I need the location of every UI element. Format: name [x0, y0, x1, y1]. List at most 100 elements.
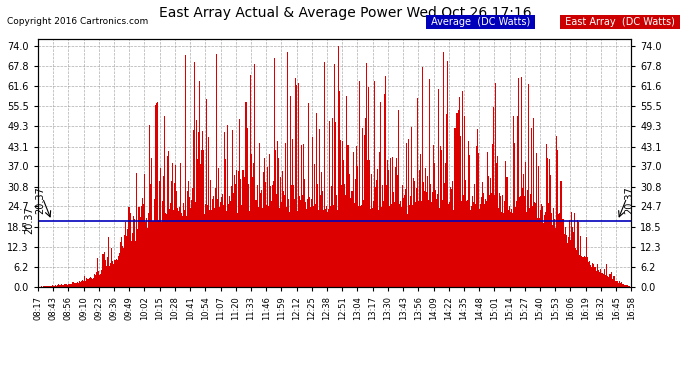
Bar — [207, 205, 208, 287]
Bar — [524, 196, 525, 287]
Bar — [46, 286, 48, 287]
Bar — [388, 170, 389, 287]
Bar — [465, 180, 466, 287]
Bar — [43, 286, 44, 287]
Bar — [123, 249, 124, 287]
Bar — [594, 267, 595, 287]
Bar — [294, 199, 295, 287]
Bar — [257, 185, 258, 287]
Bar — [134, 219, 135, 287]
Bar — [395, 167, 396, 287]
Bar — [513, 116, 514, 287]
Bar — [164, 116, 166, 287]
Bar — [366, 63, 367, 287]
Bar — [473, 202, 474, 287]
Bar — [102, 254, 103, 287]
Bar — [342, 141, 343, 287]
Bar — [535, 153, 537, 287]
Bar — [560, 181, 562, 287]
Bar — [550, 175, 551, 287]
Bar — [534, 202, 535, 287]
Bar — [68, 284, 69, 287]
Bar — [183, 203, 184, 287]
Bar — [431, 202, 432, 287]
Bar — [282, 171, 283, 287]
Bar — [61, 284, 62, 287]
Bar — [118, 256, 119, 287]
Bar — [96, 272, 97, 287]
Bar — [188, 181, 189, 287]
Bar — [91, 278, 92, 287]
Bar — [413, 178, 414, 287]
Bar — [358, 206, 359, 287]
Bar — [232, 130, 233, 287]
Bar — [258, 207, 259, 287]
Bar — [318, 210, 319, 287]
Bar — [86, 278, 87, 287]
Bar — [368, 87, 369, 287]
Bar — [574, 213, 575, 287]
Bar — [255, 200, 257, 287]
Bar — [628, 286, 629, 287]
Bar — [70, 284, 71, 287]
Bar — [350, 209, 351, 287]
Bar — [179, 207, 180, 287]
Bar — [273, 181, 274, 287]
Bar — [353, 152, 355, 287]
Bar — [418, 201, 419, 287]
Bar — [339, 140, 341, 287]
Bar — [402, 185, 403, 287]
Bar — [142, 198, 144, 287]
Bar — [487, 152, 489, 287]
Bar — [610, 274, 611, 287]
Bar — [323, 210, 324, 287]
Bar — [512, 213, 513, 287]
Bar — [326, 212, 328, 287]
Bar — [205, 204, 206, 287]
Bar — [241, 174, 243, 287]
Bar — [599, 272, 600, 287]
Bar — [180, 163, 181, 287]
Bar — [448, 202, 450, 287]
Bar — [276, 194, 277, 287]
Bar — [591, 267, 592, 287]
Bar — [507, 177, 508, 287]
Bar — [63, 285, 64, 287]
Bar — [202, 131, 203, 287]
Bar — [390, 158, 391, 287]
Bar — [57, 285, 58, 287]
Bar — [253, 163, 255, 287]
Bar — [580, 236, 582, 287]
Bar — [121, 246, 123, 287]
Bar — [494, 195, 495, 287]
Bar — [509, 206, 510, 287]
Bar — [65, 284, 66, 287]
Bar — [187, 190, 188, 287]
Bar — [609, 274, 610, 287]
Bar — [266, 204, 267, 287]
Bar — [309, 197, 310, 287]
Bar — [144, 174, 146, 287]
Bar — [300, 200, 301, 287]
Bar — [328, 122, 330, 287]
Bar — [125, 222, 126, 287]
Bar — [48, 286, 50, 287]
Bar — [112, 264, 114, 287]
Bar — [201, 150, 202, 287]
Bar — [585, 257, 586, 287]
Bar — [426, 176, 428, 287]
Bar — [386, 185, 387, 287]
Bar — [304, 179, 305, 287]
Bar — [248, 184, 250, 287]
Bar — [615, 280, 616, 287]
Bar — [526, 190, 528, 287]
Bar — [72, 282, 73, 287]
Bar — [426, 192, 427, 287]
Bar — [341, 184, 342, 287]
Bar — [100, 274, 101, 287]
Bar — [504, 201, 505, 287]
Bar — [480, 204, 482, 287]
Bar — [206, 99, 207, 287]
Bar — [296, 85, 297, 287]
Bar — [315, 204, 316, 287]
